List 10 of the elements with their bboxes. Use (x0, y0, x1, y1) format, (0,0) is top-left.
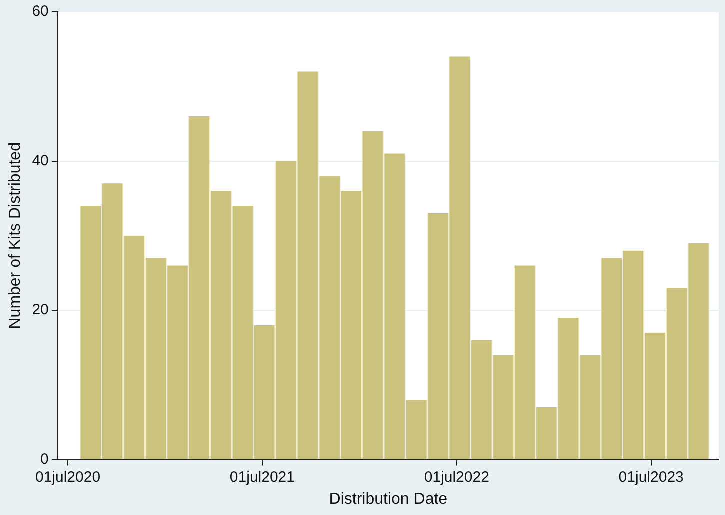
y-tick-label: 60 (32, 3, 49, 20)
y-tick-label: 20 (32, 302, 49, 319)
x-tick-label: 01jul2023 (618, 468, 684, 486)
x-tick-label: 01jul2022 (424, 468, 490, 486)
x-tick-label: 01jul2021 (230, 468, 295, 486)
x-tick-label: 01jul2020 (35, 468, 101, 486)
x-axis-title: Distribution Date (329, 490, 448, 508)
y-tick-label: 40 (32, 152, 49, 170)
y-axis-title: Number of Kits Distributed (7, 142, 24, 330)
y-tick-label: 0 (40, 450, 49, 468)
